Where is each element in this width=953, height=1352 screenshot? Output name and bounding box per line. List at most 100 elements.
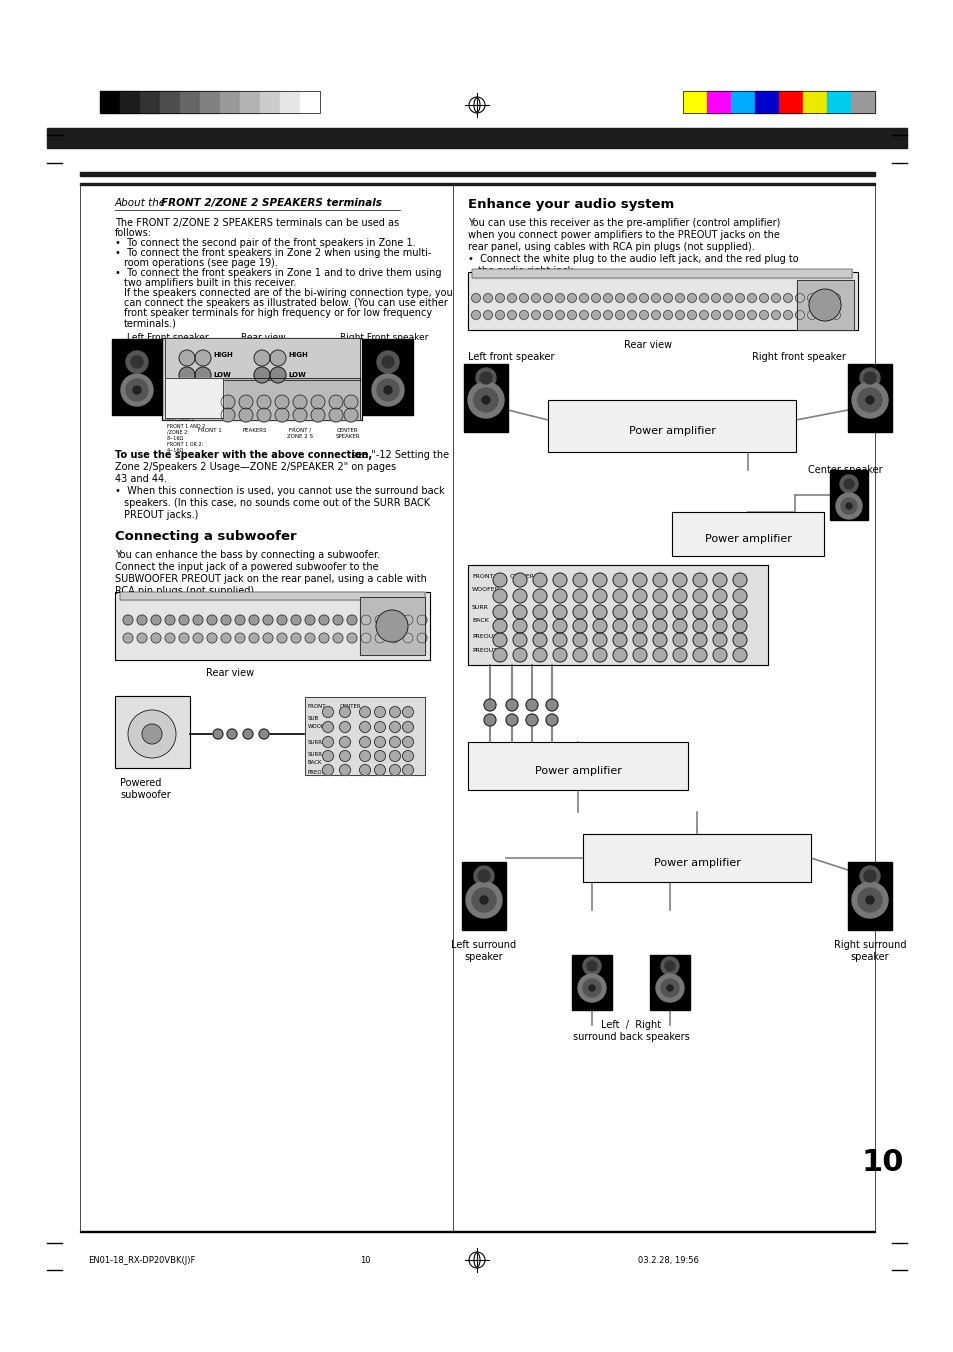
Bar [802, 91, 826, 114]
Circle shape [389, 737, 400, 748]
Circle shape [123, 615, 132, 625]
Circle shape [311, 395, 325, 410]
Text: WOOFER: WOOFER [308, 725, 332, 729]
Circle shape [493, 633, 506, 648]
Circle shape [533, 619, 546, 633]
Circle shape [389, 764, 400, 776]
Circle shape [652, 604, 666, 619]
Circle shape [375, 764, 385, 776]
Text: The FRONT 2/ZONE 2 SPEAKERS terminals can be used as: The FRONT 2/ZONE 2 SPEAKERS terminals ca… [115, 218, 398, 228]
Text: front speaker terminals for high frequency or for low frequency: front speaker terminals for high frequen… [124, 308, 432, 318]
Text: Right front speaker: Right front speaker [751, 352, 845, 362]
Circle shape [121, 375, 152, 406]
Circle shape [402, 615, 413, 625]
Bar [582, 834, 810, 882]
Circle shape [525, 699, 537, 711]
Circle shape [555, 311, 564, 319]
Circle shape [221, 408, 234, 422]
Circle shape [207, 633, 216, 644]
Circle shape [845, 503, 851, 508]
Text: CENTER: CENTER [510, 575, 535, 579]
Bar [240, 91, 260, 114]
Text: 10: 10 [359, 1256, 370, 1265]
Circle shape [322, 722, 334, 733]
Circle shape [543, 293, 552, 303]
Circle shape [137, 633, 147, 644]
Circle shape [513, 573, 526, 587]
Bar [100, 91, 120, 114]
Bar [472, 269, 851, 279]
Circle shape [359, 707, 370, 718]
Circle shape [193, 615, 203, 625]
Circle shape [344, 408, 357, 422]
Text: FRONT: FRONT [308, 704, 326, 708]
Circle shape [128, 710, 175, 758]
Bar [80, 1230, 874, 1232]
Text: Center speaker: Center speaker [807, 465, 882, 475]
Circle shape [151, 633, 161, 644]
Circle shape [131, 356, 143, 368]
Text: PEAKERS: PEAKERS [242, 429, 267, 433]
Bar [115, 592, 430, 660]
Circle shape [771, 311, 780, 319]
Circle shape [318, 615, 329, 625]
Circle shape [402, 750, 413, 761]
Circle shape [221, 615, 231, 625]
Circle shape [389, 615, 398, 625]
Circle shape [660, 957, 679, 975]
Circle shape [305, 615, 314, 625]
Circle shape [699, 311, 708, 319]
Circle shape [692, 633, 706, 648]
Text: rear panel, using cables with RCA pin plugs (not supplied).: rear panel, using cables with RCA pin pl… [468, 242, 754, 251]
Circle shape [493, 619, 506, 633]
Circle shape [747, 293, 756, 303]
Text: LOW: LOW [213, 372, 231, 379]
Circle shape [239, 395, 253, 410]
Text: SURR: SURR [472, 604, 488, 610]
Circle shape [615, 311, 624, 319]
Text: Power amplifier: Power amplifier [653, 859, 740, 868]
Bar [359, 598, 424, 654]
Circle shape [525, 714, 537, 726]
Text: Rear view: Rear view [206, 668, 253, 677]
Text: •  Connect the white plug to the audio left jack, and the red plug to: • Connect the white plug to the audio le… [468, 254, 798, 264]
Bar [162, 338, 361, 420]
Bar [468, 742, 687, 790]
Circle shape [483, 293, 492, 303]
Bar [671, 512, 823, 556]
Bar [472, 269, 851, 279]
Circle shape [507, 293, 516, 303]
Circle shape [249, 615, 258, 625]
Circle shape [339, 722, 350, 733]
Circle shape [588, 986, 595, 991]
Bar [829, 470, 867, 521]
Circle shape [384, 387, 392, 393]
Circle shape [662, 311, 672, 319]
Bar [468, 742, 687, 790]
Circle shape [339, 707, 350, 718]
Bar [280, 91, 299, 114]
Circle shape [712, 573, 726, 587]
Circle shape [687, 311, 696, 319]
Text: Enhance your audio system: Enhance your audio system [468, 197, 674, 211]
Circle shape [123, 633, 132, 644]
Circle shape [513, 633, 526, 648]
Bar [200, 91, 220, 114]
Circle shape [593, 619, 606, 633]
Circle shape [865, 896, 873, 904]
Circle shape [165, 615, 174, 625]
Circle shape [735, 311, 743, 319]
Circle shape [376, 352, 398, 373]
Bar [796, 280, 853, 330]
Circle shape [857, 888, 882, 913]
Circle shape [747, 311, 756, 319]
Circle shape [591, 311, 599, 319]
Circle shape [207, 615, 216, 625]
Circle shape [553, 619, 566, 633]
Circle shape [483, 311, 492, 319]
Circle shape [722, 311, 732, 319]
Circle shape [660, 979, 679, 996]
Circle shape [759, 293, 768, 303]
Circle shape [603, 293, 612, 303]
Circle shape [531, 293, 540, 303]
